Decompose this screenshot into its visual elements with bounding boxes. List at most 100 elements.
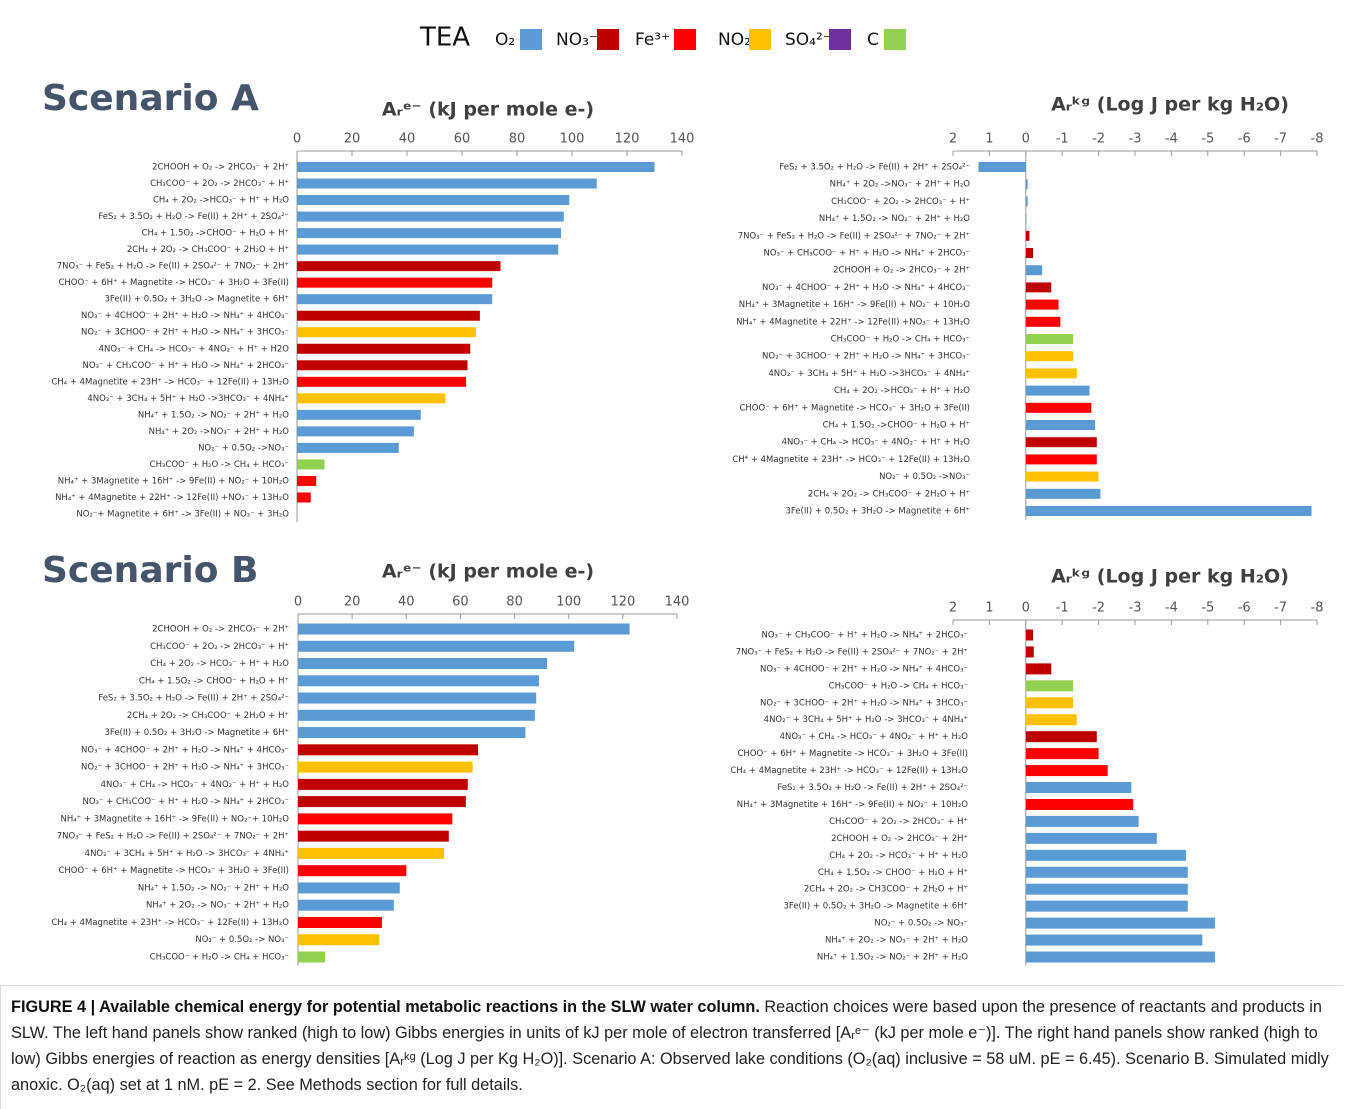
category-label: 2CHOOH + O₂ -> 2HCO₃⁻ + 2H⁺ — [152, 625, 289, 635]
bar — [1025, 866, 1188, 878]
x-tick-label: 2 — [949, 601, 957, 616]
x-tick-label: -3 — [1129, 601, 1142, 616]
bar — [1025, 230, 1030, 241]
x-tick-label: 20 — [344, 132, 361, 147]
bar — [297, 492, 311, 503]
bar — [1025, 506, 1312, 516]
x-tick-label: 20 — [344, 595, 361, 610]
bar — [1025, 680, 1074, 692]
category-label: NO₃⁻ + 4CHOO⁻ + 2H⁺ + H₂O -> NH₄⁺ + 4HCO… — [81, 745, 289, 755]
bar — [298, 813, 453, 825]
category-label: CH₄ + 2O₂ ->HCO₃⁻ + H⁺ + H₂O — [834, 386, 970, 396]
x-tick-label: 40 — [399, 132, 416, 147]
category-label: NO₃⁻ + 4CHOO⁻ + 2H⁺ + H₂O -> NH₄⁺ + 4HCO… — [81, 311, 289, 321]
category-label: NH₄⁺ + 2O₂ -> NO₃⁻ + 2H⁺ + H₂O — [825, 936, 968, 946]
category-label: CH₄ + 2O₂ -> HCO₃⁻ + H⁺ + H₂O — [829, 851, 968, 861]
bar — [297, 211, 564, 222]
bar — [1025, 368, 1077, 379]
legend-label: SO₄²⁻ — [785, 30, 832, 50]
bar — [297, 393, 446, 404]
bar — [297, 376, 467, 387]
category-label: NO₃⁻ + CH₃COO⁻ + H⁺ + H₂O -> NH₄⁺ + 2HCO… — [82, 797, 289, 807]
category-label: CH₃COO⁻ + H₂O -> CH₄ + HCO₃⁻ — [150, 460, 289, 470]
x-tick-label: -2 — [1092, 132, 1105, 147]
bar — [298, 658, 548, 670]
caption-text: Reaction choices were based upon the pre… — [11, 998, 1329, 1094]
legend-swatch — [520, 29, 542, 50]
bar — [1025, 798, 1134, 810]
category-label: 4NO₃⁻ + CH₄ -> HCO₃⁻ + 4NO₂⁻ + H⁺ + H₂O — [782, 438, 971, 448]
category-label: CH⁴ + 4Magnetite + 23H⁺ -> HCO₃⁻ + 12Fe(… — [732, 455, 970, 465]
category-label: CH₄ + 2O₂ ->HCO₃⁻ + H⁺ + H₂O — [153, 196, 289, 206]
bar — [1025, 351, 1074, 362]
legend-swatch — [674, 29, 696, 50]
x-tick-label: 2 — [949, 132, 957, 147]
bar — [298, 951, 326, 963]
category-label: 4NO₂⁻ + 3CH₄ + 5H⁺ + H₂O -> 3HCO₃⁻ + 4NH… — [85, 849, 289, 859]
category-label: NH₄⁺ + 1.5O₂ -> NO₂⁻ + 2H⁺ + H₂O — [138, 410, 289, 420]
x-tick-label: 0 — [1022, 601, 1030, 616]
bar — [297, 228, 561, 239]
category-label: FeS₂ + 3.5O₂ + H₂O -> Fe(II) + 2H⁺ + 2SO… — [777, 783, 968, 793]
category-label: NO₂⁻ + 3CHOO⁻ + 2H⁺ + H₂O -> NH₄⁺ + 3HCO… — [81, 328, 289, 338]
bar — [298, 865, 407, 877]
bar — [1025, 471, 1099, 482]
bar — [1025, 731, 1097, 743]
legend-label: O₂ — [495, 30, 515, 50]
x-tick-label: 40 — [398, 595, 415, 610]
bar — [297, 475, 317, 486]
bar — [297, 327, 476, 338]
category-label: NH₄⁺ + 3Magnetite + 16H⁺ -> 9Fe(II) + NO… — [737, 800, 969, 810]
x-tick-label: 140 — [670, 132, 695, 147]
bar — [1025, 917, 1216, 929]
category-label: NO₂⁻ + 0.5O₂ ->NO₃⁻ — [198, 443, 289, 453]
bar — [1025, 196, 1028, 207]
category-label: NO₂⁻+ Magnetite + 6H⁺ -> 3Fe(II) + NO₃⁻ … — [76, 510, 289, 520]
bar — [297, 261, 501, 272]
bar — [1025, 282, 1052, 293]
caption-label: FIGURE 4 | Available chemical energy for… — [11, 998, 760, 1016]
bar — [297, 310, 480, 321]
bar — [297, 277, 493, 288]
bar — [1025, 646, 1034, 658]
bar — [298, 675, 539, 687]
category-label: 4NO₃⁻ + CH₄ -> HCO₃⁻ + 4NO₂⁻ + H⁺ + H₂O — [780, 732, 969, 742]
bar — [297, 459, 325, 470]
category-label: NH₄⁺ + 3Magnetite + 16H⁺ -> 9Fe(II) + NO… — [60, 814, 289, 824]
x-tick-label: -5 — [1201, 601, 1214, 616]
category-label: CH₄ + 4Magnetite + 23H⁺ -> HCO₃⁻ + 12Fe(… — [51, 377, 289, 387]
category-label: 4NO₂⁻ + 3CH₄ + 5H⁺ + H₂O ->3HCO₃⁻ + 4NH₄… — [768, 369, 970, 379]
bar — [1025, 420, 1095, 430]
legend-swatch — [884, 29, 906, 50]
category-label: CH₃COO⁻ + H₂O -> CH₄ + HCO₃⁻ — [150, 953, 289, 963]
x-tick-label: 120 — [615, 132, 640, 147]
category-label: 2CHOOH + O₂ -> 2HCO₃⁻ + 2H⁺ — [833, 266, 970, 276]
category-label: NH₄⁺ + 2O₂ ->NO₃⁻ + 2H⁺ + H₂O — [830, 180, 971, 190]
category-label: CHOO⁻ + 6H⁺ + Magnetite -> HCO₃⁻ + 3H₂O … — [739, 403, 970, 413]
x-tick-label: -1 — [1056, 601, 1069, 616]
category-label: NH₄⁺ + 1.5O₂ -> NO₂⁻ + 2H⁺ + H₂O — [817, 953, 968, 963]
category-label: CH₄ + 4Magnetite + 23H⁺ -> HCO₃⁻ + 12Fe(… — [51, 918, 289, 928]
bar — [298, 934, 380, 946]
category-label: NO₃⁻ + 4CHOO⁻ + 2H⁺ + H₂O -> NH₄⁺ + 4HCO… — [760, 664, 968, 674]
bar — [1025, 454, 1097, 465]
x-tick-label: 0 — [294, 595, 302, 610]
bar — [1025, 849, 1186, 861]
bar — [297, 442, 399, 453]
scenario-title: Scenario B — [42, 550, 258, 591]
bar — [1025, 248, 1034, 258]
bar — [298, 830, 449, 842]
bar — [298, 847, 445, 859]
category-label: NO₂⁻ + 0.5O₂ ->NO₃⁻ — [879, 472, 970, 482]
bar — [297, 244, 559, 255]
category-label: NH₄⁺ + 3Magnetite + 16H⁺ -> 9Fe(II) + NO… — [58, 476, 290, 486]
x-tick-label: -5 — [1201, 132, 1214, 147]
legend-swatch — [829, 29, 851, 50]
category-label: CH₃COO⁻ + 2O₂ -> 2HCO₃⁻ + H⁺ — [150, 642, 289, 652]
bar — [297, 195, 570, 206]
legend-label: NO₃⁻ — [556, 30, 598, 50]
category-label: 3Fe(II) + 0.5O₂ + 3H₂O -> Magnetite + 6H… — [786, 507, 971, 517]
bar — [297, 178, 597, 189]
bar — [1025, 900, 1188, 912]
